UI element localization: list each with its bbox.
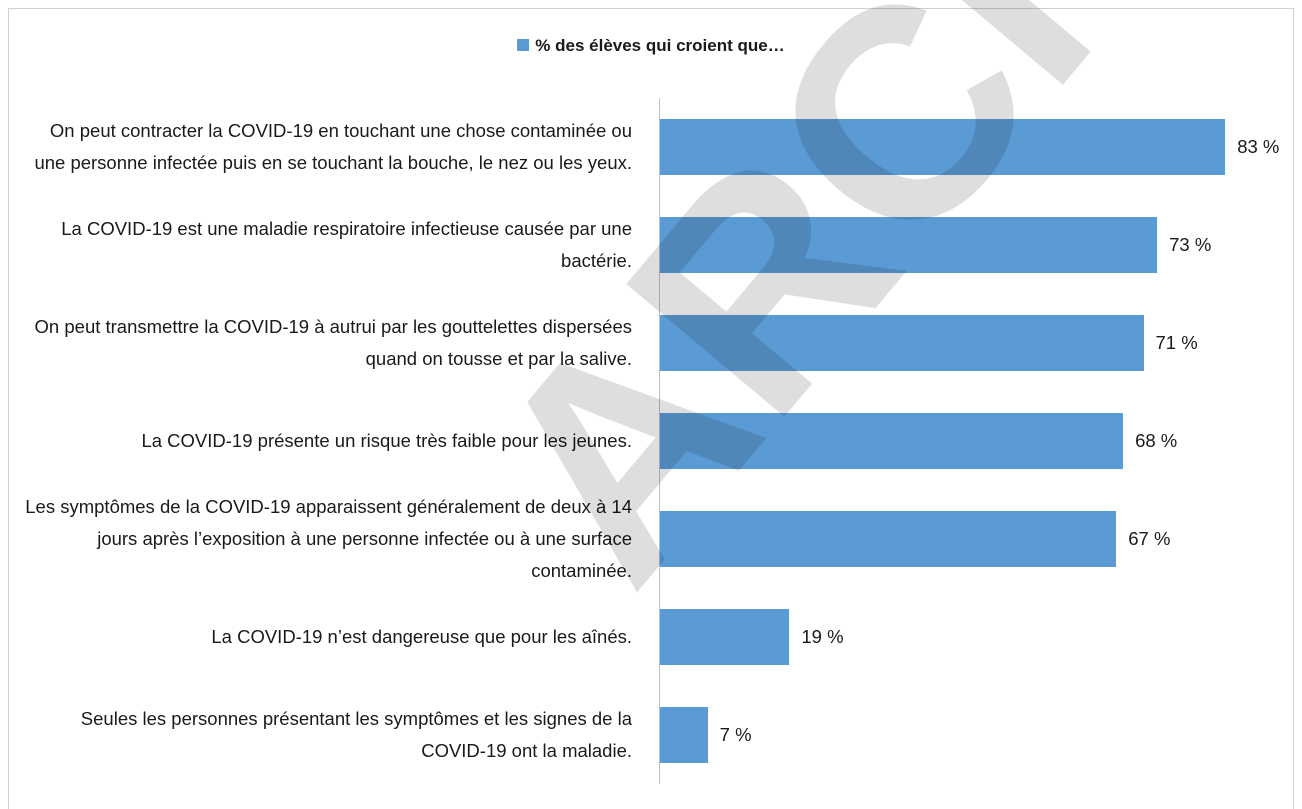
bar bbox=[660, 315, 1144, 371]
category-label: La COVID-19 n’est dangereuse que pour le… bbox=[211, 626, 632, 647]
category-label: On peut transmettre la COVID-19 à autrui… bbox=[34, 316, 632, 369]
category-label: On peut contracter la COVID-19 en toucha… bbox=[34, 120, 632, 173]
bar bbox=[660, 217, 1158, 273]
value-label: 83 % bbox=[1237, 136, 1280, 157]
value-label: 68 % bbox=[1135, 430, 1178, 451]
value-label: 73 % bbox=[1169, 234, 1212, 255]
frame bbox=[8, 8, 1294, 809]
category-label: La COVID-19 présente un risque très faib… bbox=[141, 430, 632, 451]
category-label: Les symptômes de la COVID-19 apparaissen… bbox=[25, 496, 632, 581]
value-label: 19 % bbox=[801, 626, 844, 647]
axis-line bbox=[659, 98, 660, 784]
category-label: Seules les personnes présentant les symp… bbox=[80, 708, 632, 761]
category-label: La COVID-19 est une maladie respiratoire… bbox=[61, 218, 632, 271]
bar bbox=[660, 511, 1117, 567]
value-label: 71 % bbox=[1155, 332, 1198, 353]
bar bbox=[660, 609, 790, 665]
value-label: 7 % bbox=[719, 724, 752, 745]
value-label: 67 % bbox=[1128, 528, 1171, 549]
bar bbox=[660, 119, 1226, 175]
legend-label: % des élèves qui croient que… bbox=[535, 36, 785, 55]
bar bbox=[660, 707, 708, 763]
legend-swatch bbox=[517, 39, 530, 51]
bar bbox=[660, 413, 1124, 469]
legend: % des élèves qui croient que… bbox=[0, 36, 1302, 56]
